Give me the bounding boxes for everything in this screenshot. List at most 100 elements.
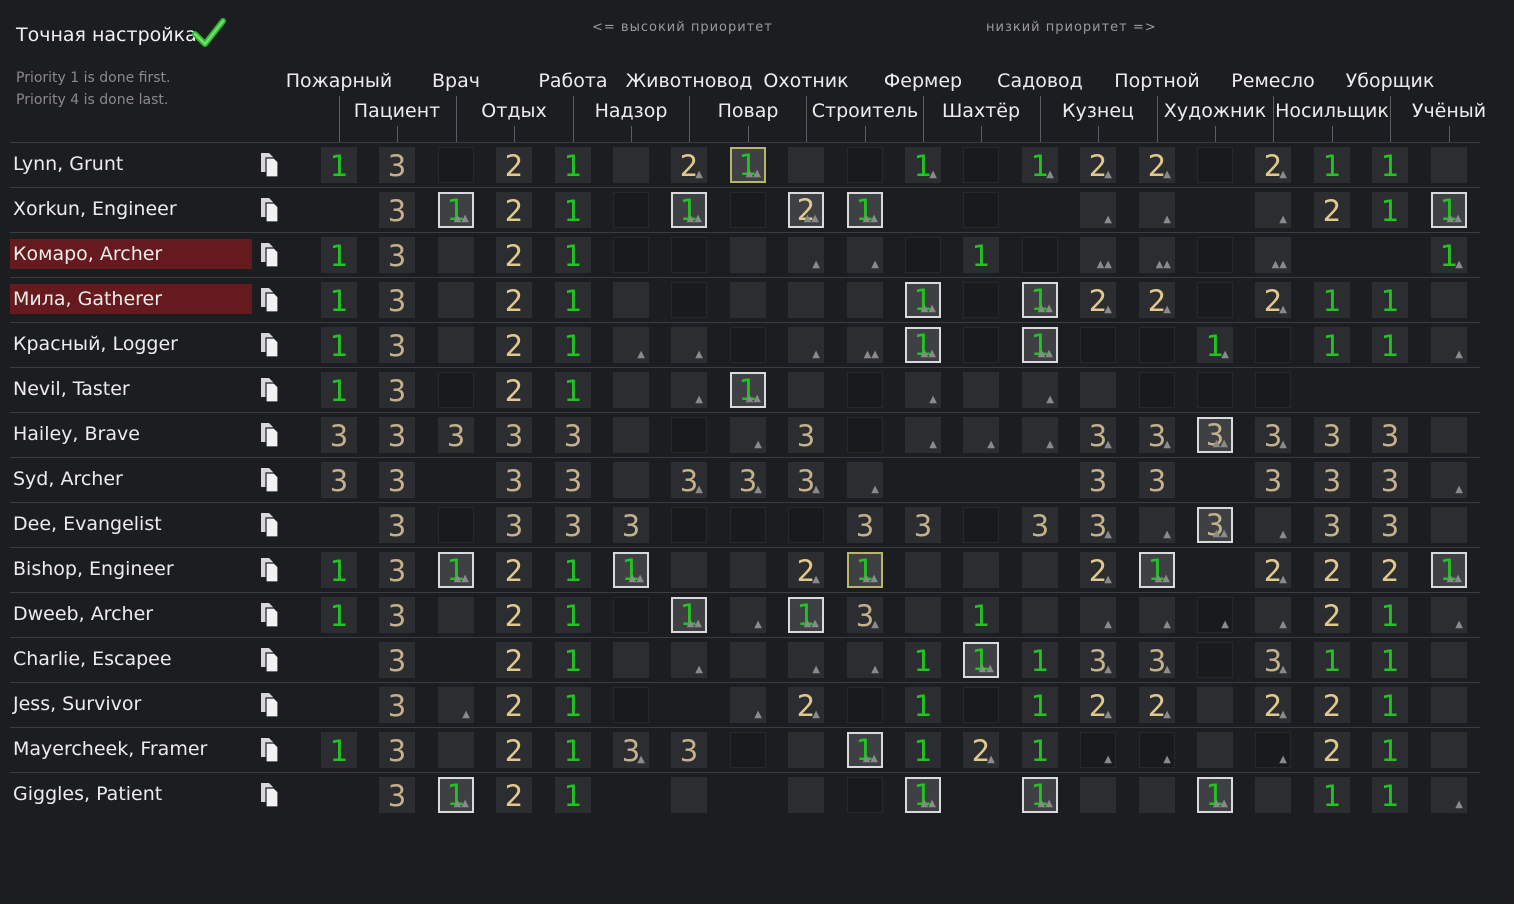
priority-cell[interactable]: 2 bbox=[1314, 552, 1350, 588]
priority-cell[interactable]: ▲ bbox=[1255, 192, 1291, 228]
column-header[interactable]: Носильщик bbox=[1275, 100, 1389, 122]
priority-cell[interactable]: 1 ▲▲ bbox=[671, 597, 707, 633]
priority-cell[interactable]: ▲▲ bbox=[847, 327, 883, 363]
priority-cell[interactable] bbox=[1431, 507, 1467, 543]
priority-cell[interactable]: 3 bbox=[613, 507, 649, 543]
column-header[interactable]: Фермер bbox=[883, 70, 963, 92]
copy-priorities-icon[interactable] bbox=[260, 330, 280, 358]
priority-cell[interactable]: 2 bbox=[496, 282, 532, 318]
priority-cell[interactable]: ▲ bbox=[730, 597, 766, 633]
pawn-name[interactable]: Hailey, Brave bbox=[13, 423, 140, 445]
copy-priorities-icon[interactable] bbox=[260, 465, 280, 493]
priority-cell[interactable] bbox=[1197, 147, 1233, 183]
priority-cell[interactable] bbox=[1080, 372, 1116, 408]
priority-cell[interactable]: 1 ▲▲ bbox=[1022, 282, 1058, 318]
priority-cell[interactable]: 3 ▲ bbox=[1139, 417, 1175, 453]
priority-cell[interactable]: 1 bbox=[555, 777, 591, 813]
priority-cell[interactable]: 1 bbox=[321, 147, 357, 183]
priority-cell[interactable] bbox=[671, 507, 707, 543]
priority-cell[interactable]: ▲ bbox=[788, 237, 824, 273]
priority-cell[interactable]: ▲ bbox=[1255, 507, 1291, 543]
priority-cell[interactable]: 1 ▲▲ bbox=[905, 282, 941, 318]
priority-cell[interactable]: 1 ▲▲ bbox=[905, 777, 941, 813]
priority-cell[interactable] bbox=[730, 282, 766, 318]
priority-cell[interactable] bbox=[788, 147, 824, 183]
priority-cell[interactable]: 3 bbox=[788, 417, 824, 453]
priority-cell[interactable]: 3 bbox=[1139, 462, 1175, 498]
priority-cell[interactable]: 1 ▲▲ bbox=[730, 147, 766, 183]
priority-cell[interactable]: 1 ▲ bbox=[1022, 147, 1058, 183]
priority-cell[interactable] bbox=[730, 732, 766, 768]
priority-cell[interactable] bbox=[1431, 417, 1467, 453]
priority-cell[interactable]: 1 bbox=[963, 597, 999, 633]
priority-cell[interactable]: 2 ▲ bbox=[1080, 552, 1116, 588]
priority-cell[interactable]: 2 bbox=[1314, 597, 1350, 633]
priority-cell[interactable]: 2 ▲ bbox=[671, 147, 707, 183]
priority-cell[interactable]: 3 bbox=[379, 462, 415, 498]
priority-cell[interactable]: 1 bbox=[1372, 282, 1408, 318]
priority-cell[interactable]: 1 bbox=[555, 147, 591, 183]
priority-cell[interactable] bbox=[1139, 327, 1175, 363]
priority-cell[interactable]: 1 bbox=[321, 372, 357, 408]
priority-cell[interactable]: 3 ▲ bbox=[671, 462, 707, 498]
priority-cell[interactable]: 3 bbox=[555, 462, 591, 498]
priority-cell[interactable]: 3 ▲▲ bbox=[1197, 417, 1233, 453]
priority-cell[interactable] bbox=[1022, 237, 1058, 273]
priority-cell[interactable]: 3 bbox=[905, 507, 941, 543]
priority-cell[interactable]: ▲ bbox=[1431, 597, 1467, 633]
priority-cell[interactable]: 3 ▲ bbox=[1080, 417, 1116, 453]
priority-cell[interactable]: 3 bbox=[379, 507, 415, 543]
priority-cell[interactable]: 1 bbox=[555, 552, 591, 588]
priority-cell[interactable] bbox=[438, 147, 474, 183]
priority-cell[interactable] bbox=[1022, 552, 1058, 588]
priority-cell[interactable] bbox=[1080, 777, 1116, 813]
priority-cell[interactable]: 2 ▲ bbox=[1080, 687, 1116, 723]
priority-cell[interactable] bbox=[613, 147, 649, 183]
priority-cell[interactable]: 3 ▲ bbox=[1080, 642, 1116, 678]
pawn-name[interactable]: Charlie, Escapee bbox=[13, 648, 172, 670]
priority-cell[interactable] bbox=[847, 147, 883, 183]
priority-cell[interactable]: ▲ bbox=[671, 372, 707, 408]
priority-cell[interactable] bbox=[613, 597, 649, 633]
priority-cell[interactable]: 2 ▲▲ bbox=[788, 192, 824, 228]
priority-cell[interactable]: 1 ▲▲ bbox=[1022, 327, 1058, 363]
pawn-name[interactable]: Nevil, Taster bbox=[13, 378, 130, 400]
priority-cell[interactable]: 2 ▲ bbox=[1080, 147, 1116, 183]
pawn-name[interactable]: Мила, Gatherer bbox=[10, 284, 252, 314]
priority-cell[interactable] bbox=[613, 372, 649, 408]
priority-cell[interactable]: ▲ bbox=[1022, 372, 1058, 408]
copy-priorities-icon[interactable] bbox=[260, 375, 280, 403]
priority-cell[interactable] bbox=[788, 282, 824, 318]
priority-cell[interactable] bbox=[905, 237, 941, 273]
priority-cell[interactable] bbox=[613, 642, 649, 678]
priority-cell[interactable]: ▲▲ bbox=[1080, 237, 1116, 273]
priority-cell[interactable]: 1 bbox=[321, 282, 357, 318]
priority-cell[interactable] bbox=[438, 282, 474, 318]
priority-cell[interactable]: 1 ▲▲ bbox=[671, 192, 707, 228]
priority-cell[interactable]: 3 bbox=[379, 372, 415, 408]
priority-cell[interactable]: ▲ bbox=[730, 417, 766, 453]
priority-cell[interactable]: ▲ bbox=[847, 237, 883, 273]
priority-cell[interactable]: ▲ bbox=[788, 642, 824, 678]
pawn-name[interactable]: Giggles, Patient bbox=[13, 783, 163, 805]
priority-cell[interactable]: 1 bbox=[321, 327, 357, 363]
priority-cell[interactable]: 3 bbox=[847, 507, 883, 543]
priority-cell[interactable]: ▲ bbox=[1431, 777, 1467, 813]
priority-cell[interactable] bbox=[847, 687, 883, 723]
priority-cell[interactable]: 2 bbox=[496, 597, 532, 633]
priority-cell[interactable] bbox=[1431, 642, 1467, 678]
priority-cell[interactable]: 1 bbox=[1314, 642, 1350, 678]
priority-cell[interactable]: 2 bbox=[496, 147, 532, 183]
priority-cell[interactable] bbox=[1255, 372, 1291, 408]
priority-cell[interactable]: 3 bbox=[379, 552, 415, 588]
priority-cell[interactable] bbox=[963, 552, 999, 588]
priority-cell[interactable]: 3 ▲ bbox=[1080, 507, 1116, 543]
priority-cell[interactable]: 1 bbox=[1314, 147, 1350, 183]
priority-cell[interactable]: 1 bbox=[1372, 777, 1408, 813]
priority-cell[interactable]: 2 ▲ bbox=[1139, 147, 1175, 183]
priority-cell[interactable] bbox=[1431, 687, 1467, 723]
priority-cell[interactable]: 1 bbox=[1372, 192, 1408, 228]
priority-cell[interactable]: 3 bbox=[321, 417, 357, 453]
priority-cell[interactable]: 2 bbox=[1314, 687, 1350, 723]
copy-priorities-icon[interactable] bbox=[260, 195, 280, 223]
